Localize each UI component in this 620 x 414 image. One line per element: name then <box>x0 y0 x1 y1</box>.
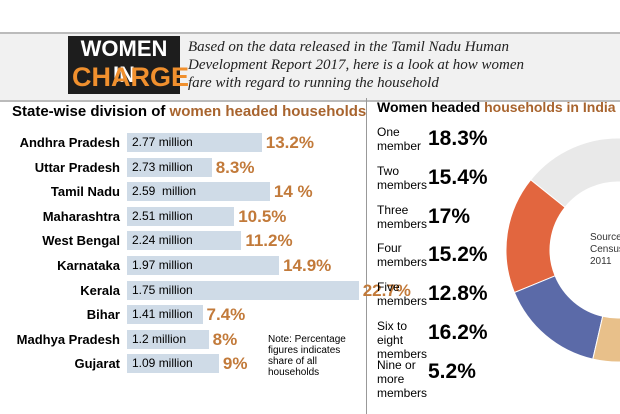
state-label: Kerala <box>80 282 120 298</box>
donut-slice <box>513 275 604 360</box>
bar <box>127 182 270 202</box>
bar <box>127 157 212 177</box>
value-label: 13.2% <box>265 133 314 152</box>
households-label: 1.41 million <box>132 307 193 322</box>
state-label: Uttar Pradesh <box>34 159 120 175</box>
state-label: Gujarat <box>74 356 120 372</box>
source: Source: Census 2011 <box>590 232 620 267</box>
value-label: 8.3% <box>215 157 255 177</box>
state-label: Karnataka <box>57 258 120 273</box>
legend-label: Nine or more members <box>377 357 428 400</box>
bar <box>127 305 203 325</box>
households-label: 2.77 million <box>132 135 193 149</box>
value-label: 15.2% <box>428 243 488 267</box>
donut-slice <box>592 315 620 363</box>
bar <box>127 329 209 349</box>
value-label: 15.4% <box>428 165 488 189</box>
bar <box>127 231 242 251</box>
households-label: 2.73 million <box>132 159 193 174</box>
value-label: 17% <box>428 204 471 228</box>
legend-label: Three members <box>377 202 428 231</box>
title-box <box>68 36 180 94</box>
state-label: Bihar <box>86 307 120 323</box>
chart-title-highlight: women headed households <box>169 103 367 120</box>
legend-label: Five members <box>377 280 428 309</box>
state-label: West Bengal <box>42 233 120 249</box>
legend-label: Two members <box>377 163 428 192</box>
households-label: 1.2 million <box>132 331 187 346</box>
bar <box>127 206 235 226</box>
bar <box>127 280 359 300</box>
households-label: 1.97 million <box>132 258 193 272</box>
value-label: 8% <box>212 329 238 349</box>
households-label: 2.59 million <box>132 184 197 199</box>
value-label: 12.8% <box>428 282 488 306</box>
state-label: Andhra Pradesh <box>19 135 120 150</box>
chart-title: Women headed households in India <box>377 99 616 115</box>
bar <box>127 256 280 275</box>
bar <box>127 354 219 374</box>
value-label: 22.7% <box>362 280 411 300</box>
value-label: 18.3% <box>428 127 488 150</box>
value-label: 5.2% <box>428 359 476 383</box>
legend-label: Four members <box>377 241 428 270</box>
chart-title-highlight: households in India <box>484 99 616 115</box>
bar <box>127 133 262 152</box>
title: WOMEN IN <box>80 36 168 87</box>
chart-title: State-wise division of <box>12 103 166 120</box>
title: CHARGE <box>72 62 190 92</box>
value-label: 16.2% <box>428 321 488 344</box>
households-label: 1.09 million <box>132 356 193 371</box>
divider <box>366 98 367 414</box>
state-label: Tamil Nadu <box>50 184 120 200</box>
value-label: 9% <box>222 354 248 374</box>
value-label: 10.5% <box>238 206 287 226</box>
note: Note: Percentage figures indicates share… <box>268 334 346 378</box>
value-label: 11.2% <box>245 231 293 251</box>
chart-title: Women headed <box>377 99 481 115</box>
legend-label: Six to eight members <box>377 319 428 361</box>
legend-label: One member <box>377 125 422 153</box>
state-label: Maharashtra <box>42 208 120 224</box>
description: Based on the data released in the Tamil … <box>188 39 525 91</box>
state-label: Madhya Pradesh <box>16 331 120 347</box>
households-label: 1.75 million <box>132 282 193 297</box>
value-label: 7.4% <box>206 305 246 325</box>
households-label: 2.24 million <box>132 233 193 248</box>
value-label: 14.9% <box>283 256 332 275</box>
chart-title: State-wise division of women headed hous… <box>12 103 366 120</box>
value-label: 14 % <box>273 182 313 202</box>
households-label: 2.51 million <box>132 208 193 223</box>
